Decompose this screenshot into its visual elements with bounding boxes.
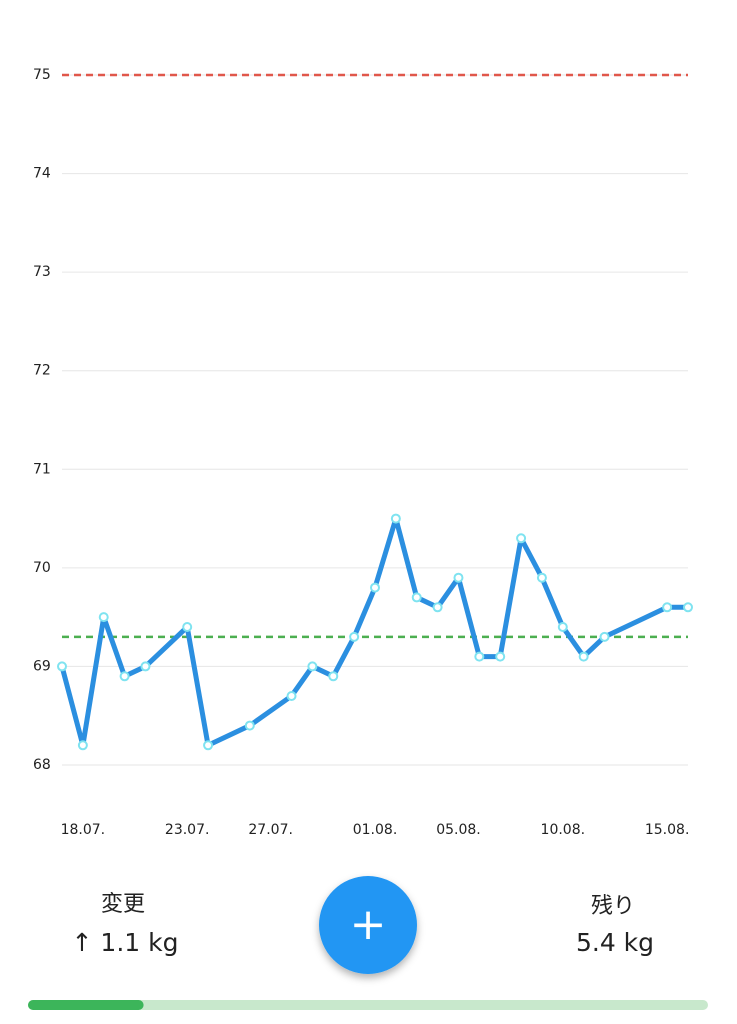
data-point [203, 740, 214, 751]
x-tick-label: 01.08. [353, 822, 398, 838]
change-value: ↑ 1.1 kg [72, 928, 179, 957]
remaining-value: 5.4 kg [576, 928, 654, 957]
data-point [516, 533, 527, 544]
y-tick-label: 71 [33, 461, 51, 477]
data-point [286, 691, 297, 701]
data-point [662, 602, 673, 613]
y-tick-label: 74 [33, 166, 51, 182]
data-point [370, 582, 380, 593]
add-button-bg[interactable] [319, 876, 417, 974]
x-tick-label: 05.08. [436, 822, 481, 838]
add-button-icon[interactable]: + [350, 899, 387, 950]
y-tick-label: 72 [33, 363, 51, 379]
data-point [599, 631, 610, 642]
data-point [390, 513, 401, 524]
data-point [453, 572, 464, 583]
data-point [182, 622, 193, 632]
y-tick-label: 70 [33, 560, 51, 576]
y-tick-label: 73 [33, 264, 51, 280]
x-tick-label: 18.07. [61, 822, 106, 838]
data-point [98, 612, 109, 623]
data-point [77, 740, 88, 751]
remaining-label: 残り [591, 894, 635, 919]
data-point [683, 602, 693, 613]
y-tick-label: 69 [33, 658, 51, 674]
data-point [57, 661, 67, 672]
x-tick-label: 15.08. [645, 822, 690, 838]
x-tick-label: 23.07. [165, 822, 210, 838]
data-point [495, 651, 506, 662]
data-point [307, 661, 318, 672]
change-label: 変更 [101, 892, 145, 917]
data-point [349, 631, 360, 642]
data-point [411, 592, 422, 603]
data-point [536, 572, 547, 583]
add-button[interactable]: + [319, 876, 417, 974]
progress-track [28, 1000, 708, 1010]
progress-fill [28, 1000, 144, 1010]
data-point [474, 651, 485, 662]
data-point [140, 661, 151, 672]
y-tick-label: 68 [33, 757, 51, 773]
progress-bar [28, 1000, 708, 1010]
data-point [578, 651, 589, 662]
data-point [432, 602, 443, 613]
data-point [328, 671, 339, 682]
chart: 68 69 70 71 72 73 74 75 18.07. 23.07. 27.07. 01.08.… [33, 67, 693, 838]
data-point [119, 671, 130, 682]
y-tick-label: 75 [33, 67, 51, 83]
x-tick-label: 10.08. [541, 822, 586, 838]
data-point [244, 720, 255, 731]
data-line [59, 516, 688, 748]
x-tick-label: 27.07. [248, 822, 293, 838]
data-point [557, 622, 568, 632]
